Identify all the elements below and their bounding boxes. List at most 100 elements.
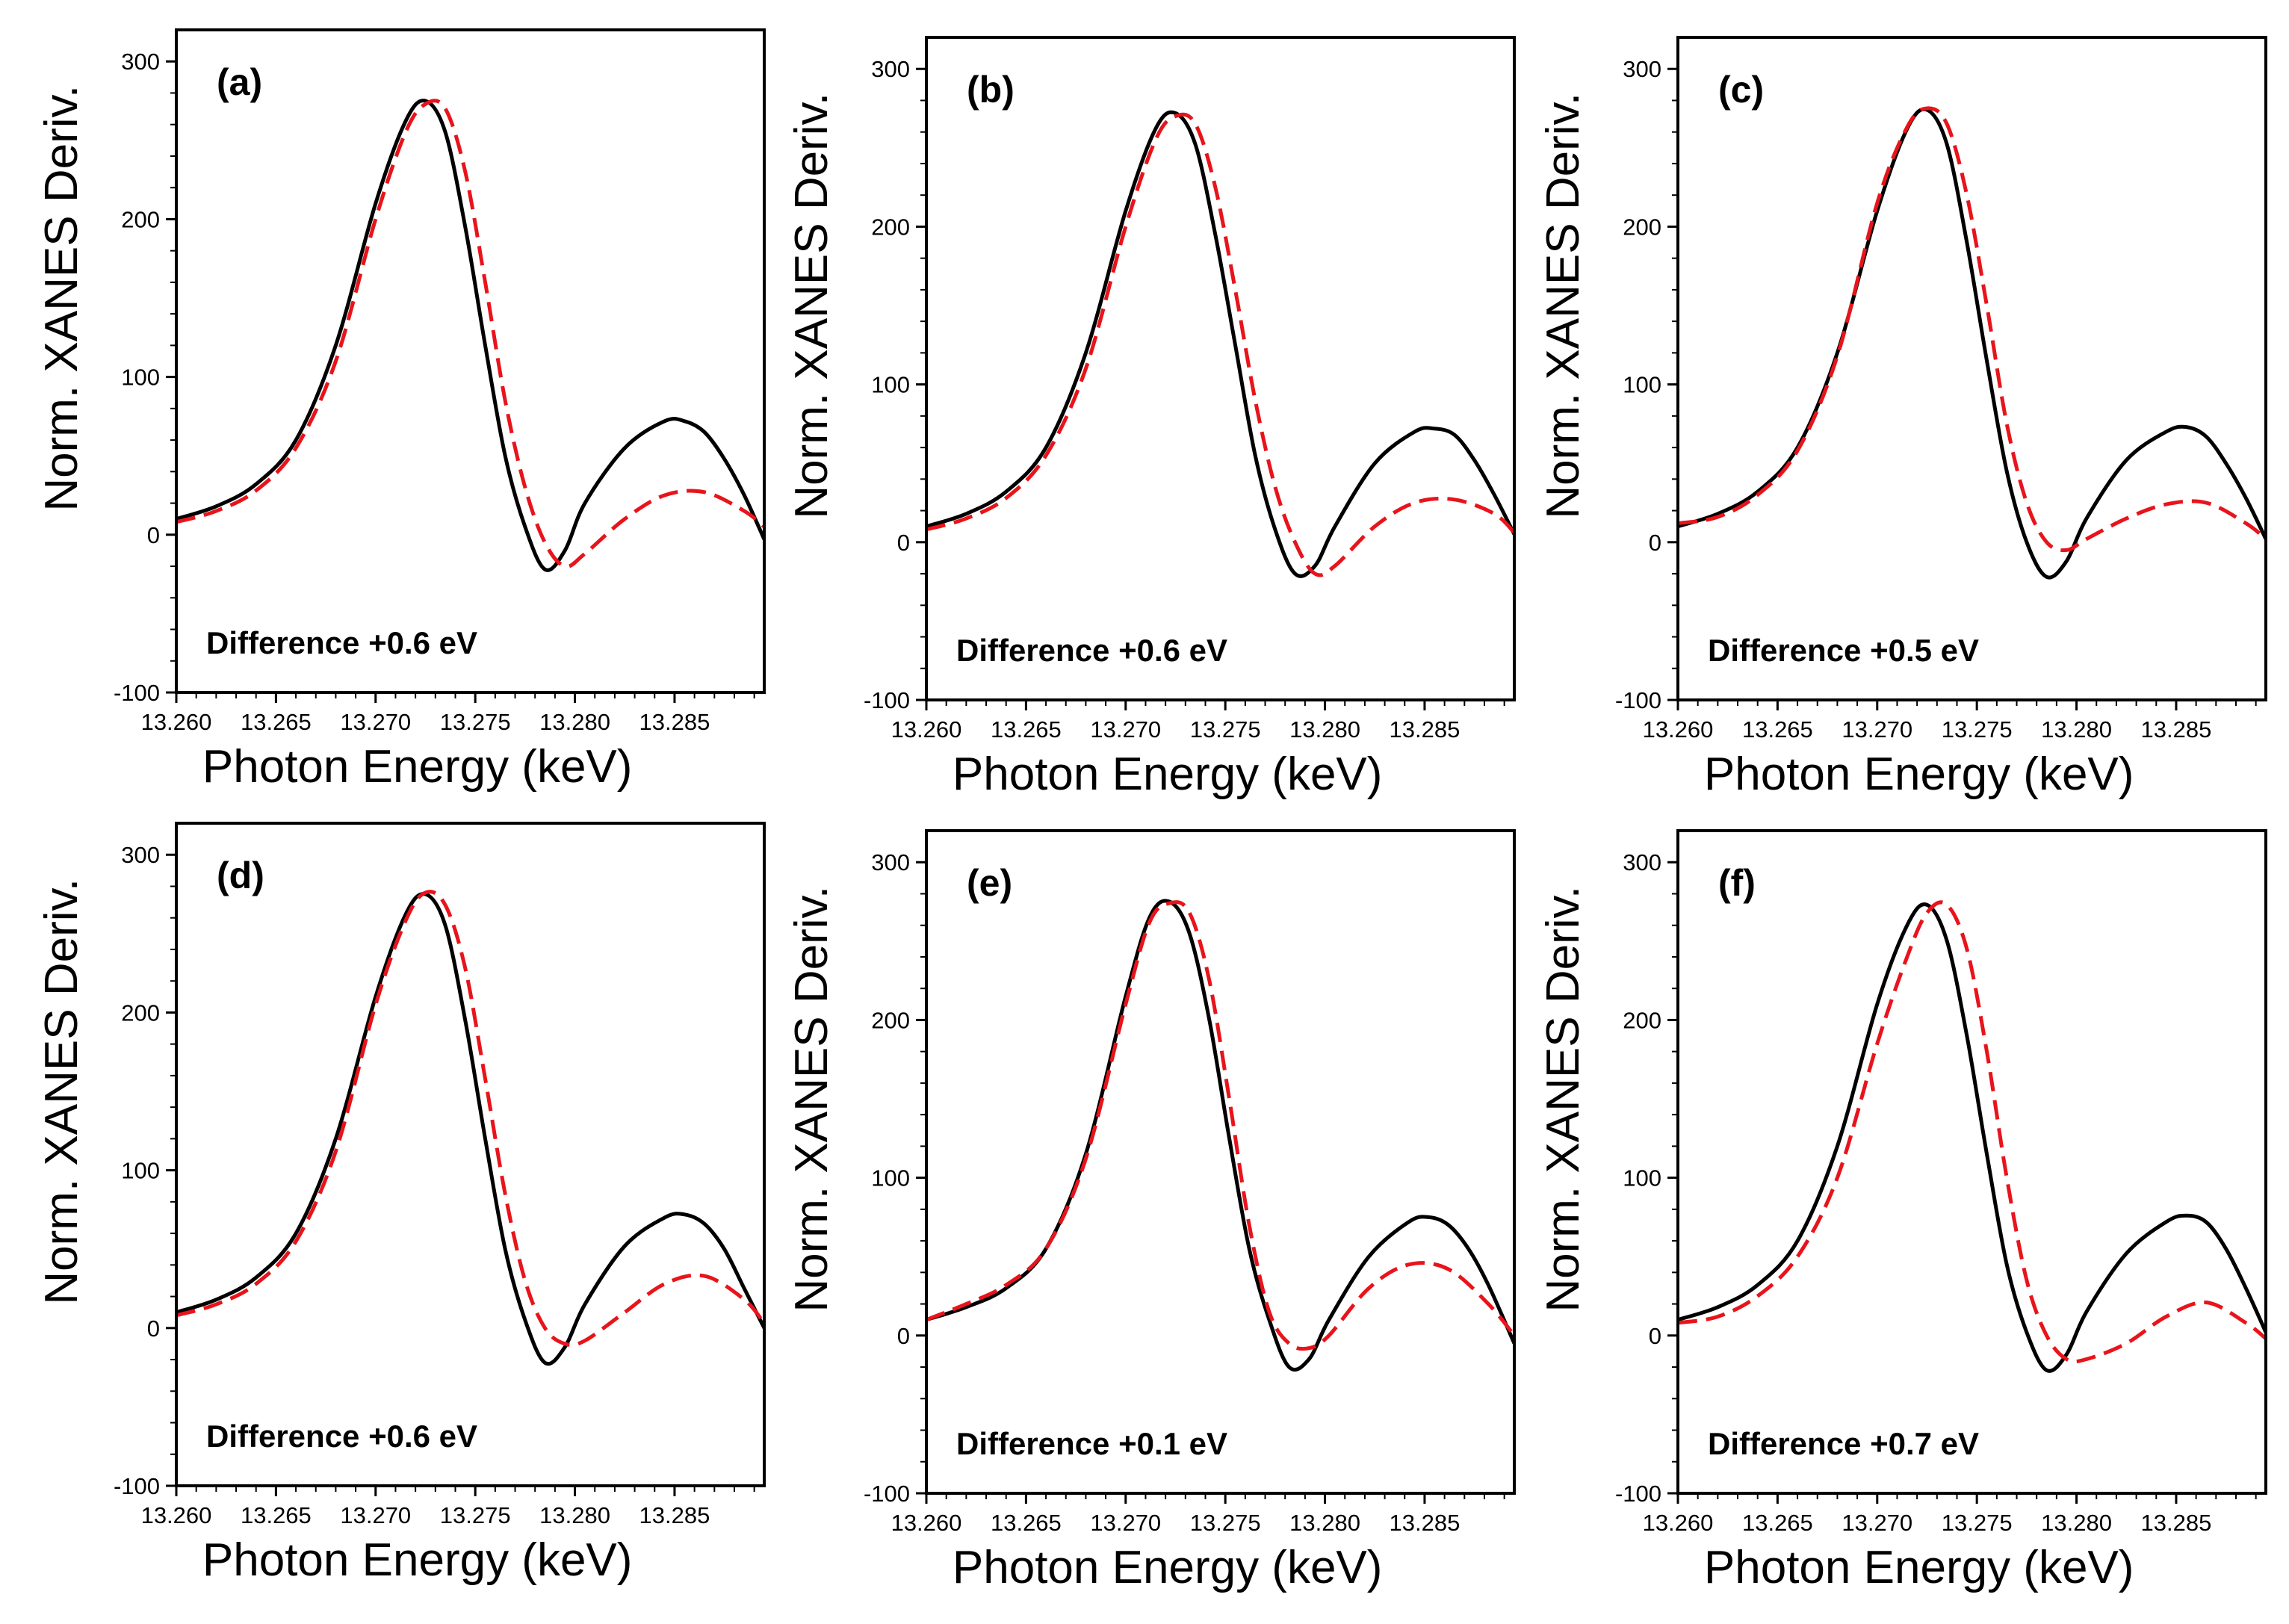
y-tick-label: 0 <box>1649 1323 1661 1349</box>
y-tick-label: 200 <box>871 1007 910 1033</box>
x-tick-label: 13.280 <box>539 1502 610 1528</box>
x-tick-label: 13.270 <box>340 1502 411 1528</box>
difference-annotation: Difference +0.7 eV <box>1708 1426 1979 1461</box>
difference-annotation: Difference +0.6 eV <box>206 625 477 660</box>
y-tick-label: -100 <box>864 687 910 713</box>
x-tick-label: 13.275 <box>440 709 511 735</box>
series-line-solid <box>1678 107 2266 580</box>
x-tick-label: 13.265 <box>241 1502 312 1528</box>
y-axis-title: Norm. XANES Deriv. <box>1537 886 1589 1312</box>
x-tick-label: 13.275 <box>1190 1510 1261 1536</box>
x-tick-label: 13.280 <box>539 709 610 735</box>
y-tick-label: -100 <box>1615 687 1661 713</box>
x-axis-title: Photon Energy (keV) <box>202 1534 633 1586</box>
y-tick-label: 0 <box>147 522 160 548</box>
y-tick-label: 100 <box>121 365 160 391</box>
y-tick-label: 200 <box>871 214 910 240</box>
x-axis-title: Photon Energy (keV) <box>1704 1542 2134 1593</box>
x-axis-title: Photon Energy (keV) <box>1704 749 2134 800</box>
x-tick-label: 13.270 <box>1842 716 1912 743</box>
x-tick-label: 13.285 <box>2141 1510 2212 1536</box>
series-line-dashed <box>926 112 1514 577</box>
y-tick-label: -100 <box>1615 1481 1661 1507</box>
y-axis-title: Norm. XANES Deriv. <box>786 93 837 519</box>
y-tick-label: 300 <box>1623 56 1661 82</box>
chart-panel-b: -100 0 100 200 300 13.260 13.265 13.270 13.275 13… <box>786 36 1516 800</box>
x-tick-label: 13.265 <box>241 709 312 735</box>
x-tick-label: 13.275 <box>1190 716 1261 743</box>
x-tick-label: 13.280 <box>2041 1510 2112 1536</box>
y-tick-label: 0 <box>1649 530 1661 556</box>
x-tick-label: 13.260 <box>891 716 962 743</box>
x-tick-label: 13.285 <box>1390 1510 1461 1536</box>
x-tick-label: 13.285 <box>1390 716 1461 743</box>
plot-frame <box>175 28 766 694</box>
y-tick-label: 0 <box>147 1315 160 1342</box>
x-tick-label: 13.275 <box>1942 716 2013 743</box>
x-tick-label: 13.260 <box>1643 1510 1714 1536</box>
y-tick-label: 0 <box>897 1323 910 1349</box>
y-tick-label: 200 <box>1623 1007 1661 1033</box>
difference-annotation: Difference +0.1 eV <box>956 1426 1227 1461</box>
x-tick-label: 13.265 <box>991 716 1062 743</box>
difference-annotation: Difference +0.5 eV <box>1708 633 1979 668</box>
chart-panel-c: -100 0 100 200 300 13.260 13.265 13.270 13.275 13… <box>1537 36 2267 800</box>
x-tick-label: 13.285 <box>2141 716 2212 743</box>
panel-label: (c) <box>1718 69 1764 111</box>
y-tick-label: 200 <box>121 206 160 232</box>
y-tick-label: 300 <box>871 849 910 875</box>
x-tick-label: 13.280 <box>1289 716 1360 743</box>
difference-annotation: Difference +0.6 eV <box>956 633 1227 668</box>
plot-frame <box>175 822 766 1487</box>
x-axis-title: Photon Energy (keV) <box>953 1542 1383 1593</box>
y-tick-label: 100 <box>1623 372 1661 398</box>
x-axis-title: Photon Energy (keV) <box>953 749 1383 800</box>
series-line-solid <box>1678 902 2266 1373</box>
x-tick-label: 13.260 <box>141 1502 212 1528</box>
chart-panel-e: -100 0 100 200 300 13.260 13.265 13.270 13.275 13… <box>786 829 1516 1593</box>
x-tick-label: 13.270 <box>1090 1510 1161 1536</box>
y-tick-label: 100 <box>121 1158 160 1184</box>
x-tick-label: 13.270 <box>340 709 411 735</box>
y-tick-label: 100 <box>1623 1165 1661 1191</box>
series-line-solid <box>176 99 764 572</box>
series-line-dashed <box>176 890 764 1348</box>
x-tick-label: 13.265 <box>1742 1510 1813 1536</box>
x-tick-label: 13.280 <box>1289 1510 1360 1536</box>
series-line-solid <box>926 899 1514 1372</box>
x-tick-label: 13.270 <box>1090 716 1161 743</box>
chart-panel-a: -100 0 100 200 300 13.260 13.265 13.270 13.275 13… <box>36 28 766 793</box>
x-tick-label: 13.285 <box>639 1502 710 1528</box>
x-axis-title: Photon Energy (keV) <box>202 741 633 793</box>
x-tick-label: 13.275 <box>440 1502 511 1528</box>
series-line-solid <box>926 110 1514 578</box>
y-tick-label: 0 <box>897 530 910 556</box>
y-tick-label: -100 <box>114 680 160 706</box>
panel-label: (b) <box>967 69 1015 111</box>
y-tick-label: 100 <box>871 1165 910 1191</box>
y-tick-label: 300 <box>1623 849 1661 875</box>
x-tick-label: 13.260 <box>891 1510 962 1536</box>
series-line-dashed <box>1678 106 2266 553</box>
x-tick-label: 13.265 <box>1742 716 1813 743</box>
panel-label: (e) <box>967 862 1012 904</box>
panel-label: (d) <box>217 855 264 896</box>
panel-label: (a) <box>217 61 262 103</box>
y-tick-label: -100 <box>864 1481 910 1507</box>
y-axis-title: Norm. XANES Deriv. <box>786 886 837 1312</box>
x-tick-label: 13.270 <box>1842 1510 1912 1536</box>
chart-panel-d: -100 0 100 200 300 13.260 13.265 13.270 13.275 13… <box>36 822 766 1586</box>
plot-frame <box>1676 36 2267 701</box>
y-tick-label: 100 <box>871 372 910 398</box>
plot-frame <box>1676 829 2267 1495</box>
series-line-dashed <box>176 99 764 568</box>
y-tick-label: 200 <box>1623 214 1661 240</box>
series-line-solid <box>176 892 764 1366</box>
y-tick-label: 300 <box>121 842 160 868</box>
difference-annotation: Difference +0.6 eV <box>206 1419 477 1454</box>
y-axis-title: Norm. XANES Deriv. <box>36 878 87 1305</box>
plot-frame <box>925 829 1516 1495</box>
y-tick-label: 300 <box>871 56 910 82</box>
y-axis-title: Norm. XANES Deriv. <box>1537 93 1589 519</box>
